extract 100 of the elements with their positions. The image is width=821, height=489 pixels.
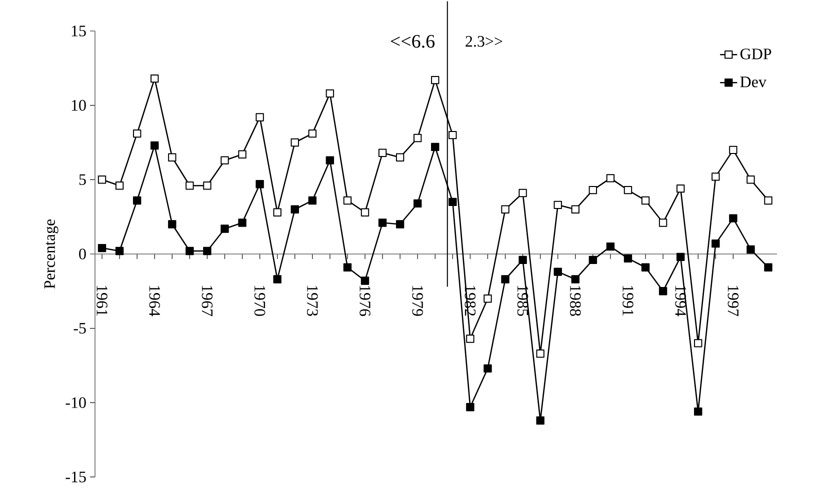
- point: [466, 334, 474, 343]
- point: [98, 244, 106, 252]
- point: [536, 349, 544, 358]
- y-tick-label: 5: [79, 174, 86, 185]
- point: [115, 246, 124, 256]
- point: [554, 268, 562, 276]
- point: [220, 156, 229, 164]
- point: [308, 196, 317, 205]
- point: [606, 242, 615, 251]
- point: [764, 196, 772, 205]
- y-tick-label: 15: [72, 26, 86, 36]
- point: [186, 246, 194, 256]
- point: [536, 416, 544, 425]
- y-tick-label: -15: [66, 472, 86, 482]
- x-tick-label: 1994: [675, 286, 686, 316]
- point: [150, 74, 159, 83]
- point: [518, 256, 527, 264]
- legend-label: GDP: [740, 48, 772, 60]
- point: [694, 407, 702, 416]
- point: [308, 129, 317, 138]
- point: [484, 294, 492, 303]
- point: [132, 129, 142, 138]
- point: [98, 176, 106, 184]
- point: [343, 263, 352, 272]
- point: [694, 339, 702, 348]
- x-tick-label: 1997: [728, 286, 739, 316]
- point: [624, 254, 632, 263]
- x-tick-label: 1973: [307, 286, 318, 316]
- point: [326, 89, 334, 98]
- point: [396, 220, 404, 228]
- y-tick-label: -5: [74, 323, 86, 334]
- point: [238, 150, 246, 158]
- point: [186, 182, 194, 190]
- point: [746, 176, 755, 184]
- point: [554, 200, 562, 210]
- x-tick-label: 1967: [202, 286, 213, 316]
- point: [588, 256, 598, 264]
- point: [273, 208, 282, 216]
- point: [290, 138, 299, 147]
- point: [658, 287, 668, 296]
- point: [168, 153, 176, 162]
- point: [606, 174, 615, 182]
- point: [501, 205, 510, 214]
- point: [203, 182, 212, 190]
- point: [360, 276, 370, 285]
- point: [168, 220, 176, 228]
- point: [676, 252, 685, 262]
- point: [676, 184, 685, 193]
- point: [256, 180, 264, 188]
- point: [588, 186, 598, 194]
- y-tick-label: 0: [79, 248, 86, 260]
- point: [571, 205, 580, 214]
- point: [273, 275, 282, 284]
- point: [712, 239, 720, 248]
- y-axis-title: Percentage: [44, 219, 58, 289]
- point: [484, 364, 492, 373]
- point: [641, 263, 650, 272]
- x-tick-label: 1976: [360, 286, 370, 316]
- point: [518, 188, 527, 198]
- point: [256, 113, 264, 122]
- annotation: <<6.6: [390, 34, 435, 48]
- point: [571, 275, 580, 284]
- annotation: 2.3>>: [466, 36, 502, 47]
- x-tick-label: 1964: [149, 286, 160, 316]
- point: [413, 134, 422, 142]
- point: [150, 141, 159, 150]
- point: [132, 196, 142, 205]
- point: [238, 218, 246, 227]
- point: [203, 246, 212, 256]
- point: [378, 218, 387, 227]
- point: [326, 156, 334, 164]
- point: [729, 146, 738, 154]
- point: [431, 142, 440, 152]
- point: [343, 196, 352, 205]
- point: [115, 182, 124, 190]
- point: [290, 205, 299, 214]
- point: [431, 76, 440, 84]
- point: [396, 153, 404, 162]
- point: [764, 263, 772, 272]
- point: [658, 218, 668, 227]
- x-tick-label: 1979: [412, 286, 423, 316]
- y-tick-label: -10: [66, 397, 86, 408]
- x-tick-label: 1970: [254, 286, 266, 316]
- point: [712, 172, 720, 181]
- x-tick-label: 1991: [622, 286, 634, 316]
- point: [360, 208, 370, 216]
- x-tick-label: 1988: [570, 286, 581, 316]
- point: [729, 214, 738, 222]
- x-tick-label: 1961: [96, 286, 108, 316]
- y-tick-label: 10: [72, 100, 86, 111]
- point: [378, 148, 387, 157]
- point: [641, 196, 650, 205]
- point: [220, 224, 229, 233]
- point: [448, 130, 457, 140]
- point: [466, 403, 474, 412]
- point: [746, 245, 755, 254]
- point: [624, 186, 632, 194]
- legend-label: Dev: [740, 76, 766, 88]
- point: [448, 198, 457, 206]
- point: [413, 199, 422, 208]
